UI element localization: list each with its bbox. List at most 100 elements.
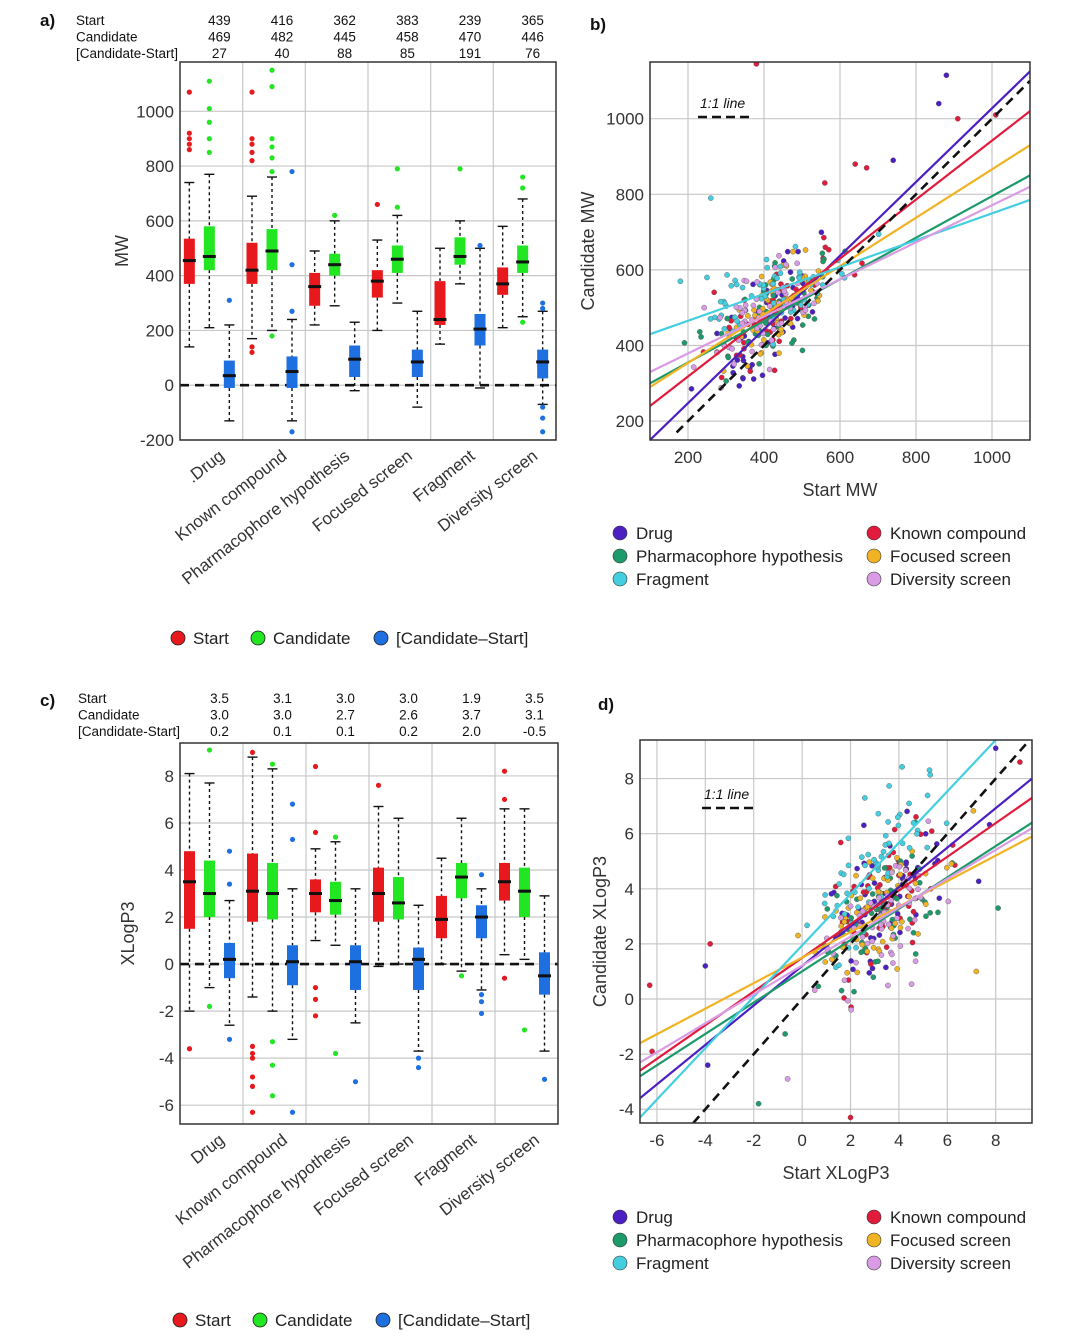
legend-marker [612, 1232, 628, 1248]
data-point [774, 275, 780, 281]
outlier-point [186, 89, 192, 95]
data-point [868, 961, 874, 967]
data-point [787, 269, 794, 275]
y-tick-label: 6 [625, 825, 634, 844]
data-point [772, 264, 779, 271]
data-point [725, 354, 732, 361]
data-point [848, 958, 854, 964]
stat-value: 362 [333, 13, 356, 28]
fit-line [650, 185, 1030, 373]
legend-marker [172, 1312, 188, 1328]
stat-value: 3.7 [462, 708, 481, 723]
box [309, 272, 321, 306]
data-point [927, 910, 933, 916]
data-point [913, 814, 919, 820]
data-point [857, 895, 864, 901]
legend-marker [866, 1255, 882, 1271]
outlier-point [269, 333, 275, 339]
stat-value: 3.5 [525, 691, 544, 706]
outlier-point [269, 155, 275, 161]
stat-value: 383 [396, 13, 419, 28]
data-point [906, 800, 912, 807]
legend-label: Pharmacophore hypothesis [636, 547, 843, 566]
data-point [948, 860, 955, 867]
data-point [795, 932, 801, 939]
data-point [790, 248, 796, 255]
category-label: Drug [187, 1130, 228, 1168]
data-point [912, 951, 919, 957]
data-point [855, 904, 861, 910]
x-tick-label: 200 [674, 448, 702, 467]
outlier-point [289, 836, 296, 843]
outlier-point [269, 144, 275, 150]
stat-value: 445 [333, 30, 356, 45]
outlier-point [477, 242, 483, 249]
outlier-point [269, 67, 275, 73]
data-point [799, 322, 806, 328]
box [436, 895, 447, 939]
outlier-point [520, 174, 526, 180]
data-point [863, 165, 870, 171]
outlier-point [206, 105, 212, 112]
data-point [970, 808, 977, 814]
outlier-point [458, 973, 465, 979]
outlier-point [312, 1013, 319, 1019]
data-point [911, 917, 918, 923]
box [330, 881, 341, 915]
box [310, 879, 321, 913]
outlier-point [312, 763, 319, 770]
data-point [740, 375, 746, 382]
data-point [859, 941, 866, 948]
data-point [731, 361, 737, 367]
data-point [789, 340, 795, 346]
data-point [750, 302, 757, 309]
data-point [869, 891, 876, 897]
data-point [851, 988, 857, 995]
data-point [824, 906, 831, 912]
outlier-point [269, 136, 275, 142]
data-point [704, 274, 710, 281]
data-point [821, 234, 827, 241]
data-point [739, 284, 746, 291]
data-point [789, 276, 796, 282]
panel-label: a) [40, 11, 55, 30]
box [184, 851, 195, 929]
data-point [876, 932, 883, 938]
data-point [895, 822, 902, 829]
stat-value: 469 [208, 30, 231, 45]
legend-label: Focused screen [890, 547, 1011, 566]
outlier-point [269, 168, 275, 175]
x-tick-label: 800 [902, 448, 930, 467]
data-point [841, 919, 848, 925]
one-to-one-label: 1:1 line [700, 95, 745, 111]
data-point [757, 351, 764, 357]
data-point [936, 895, 943, 902]
data-point [854, 969, 861, 976]
outlier-point [249, 749, 256, 756]
y-tick-label: 1000 [136, 102, 174, 121]
legend-label: Pharmacophore hypothesis [636, 1231, 843, 1250]
stat-value: 27 [212, 46, 227, 61]
data-point [859, 934, 866, 940]
x-tick-label: 1000 [973, 448, 1011, 467]
data-point [688, 386, 695, 392]
plot-frame [649, 61, 1031, 441]
y-tick-label: 0 [165, 376, 174, 395]
outlier-point [332, 1050, 339, 1057]
data-point [818, 229, 825, 236]
data-point [889, 869, 895, 876]
y-tick-label: 2 [165, 908, 174, 927]
box [350, 945, 361, 990]
outlier-point [394, 166, 400, 172]
stat-value: 3.0 [399, 691, 418, 706]
plot-frame [179, 61, 557, 441]
category-label: .Drug [183, 446, 227, 487]
outlier-point [206, 119, 212, 125]
one-to-one-line [692, 740, 1031, 1123]
data-point [890, 960, 896, 966]
legend-label: [Candidate–Start] [398, 1311, 530, 1330]
legend-marker [250, 630, 266, 646]
data-point [888, 925, 895, 931]
outlier-point [540, 404, 546, 410]
stat-row-label: Candidate [78, 708, 140, 723]
